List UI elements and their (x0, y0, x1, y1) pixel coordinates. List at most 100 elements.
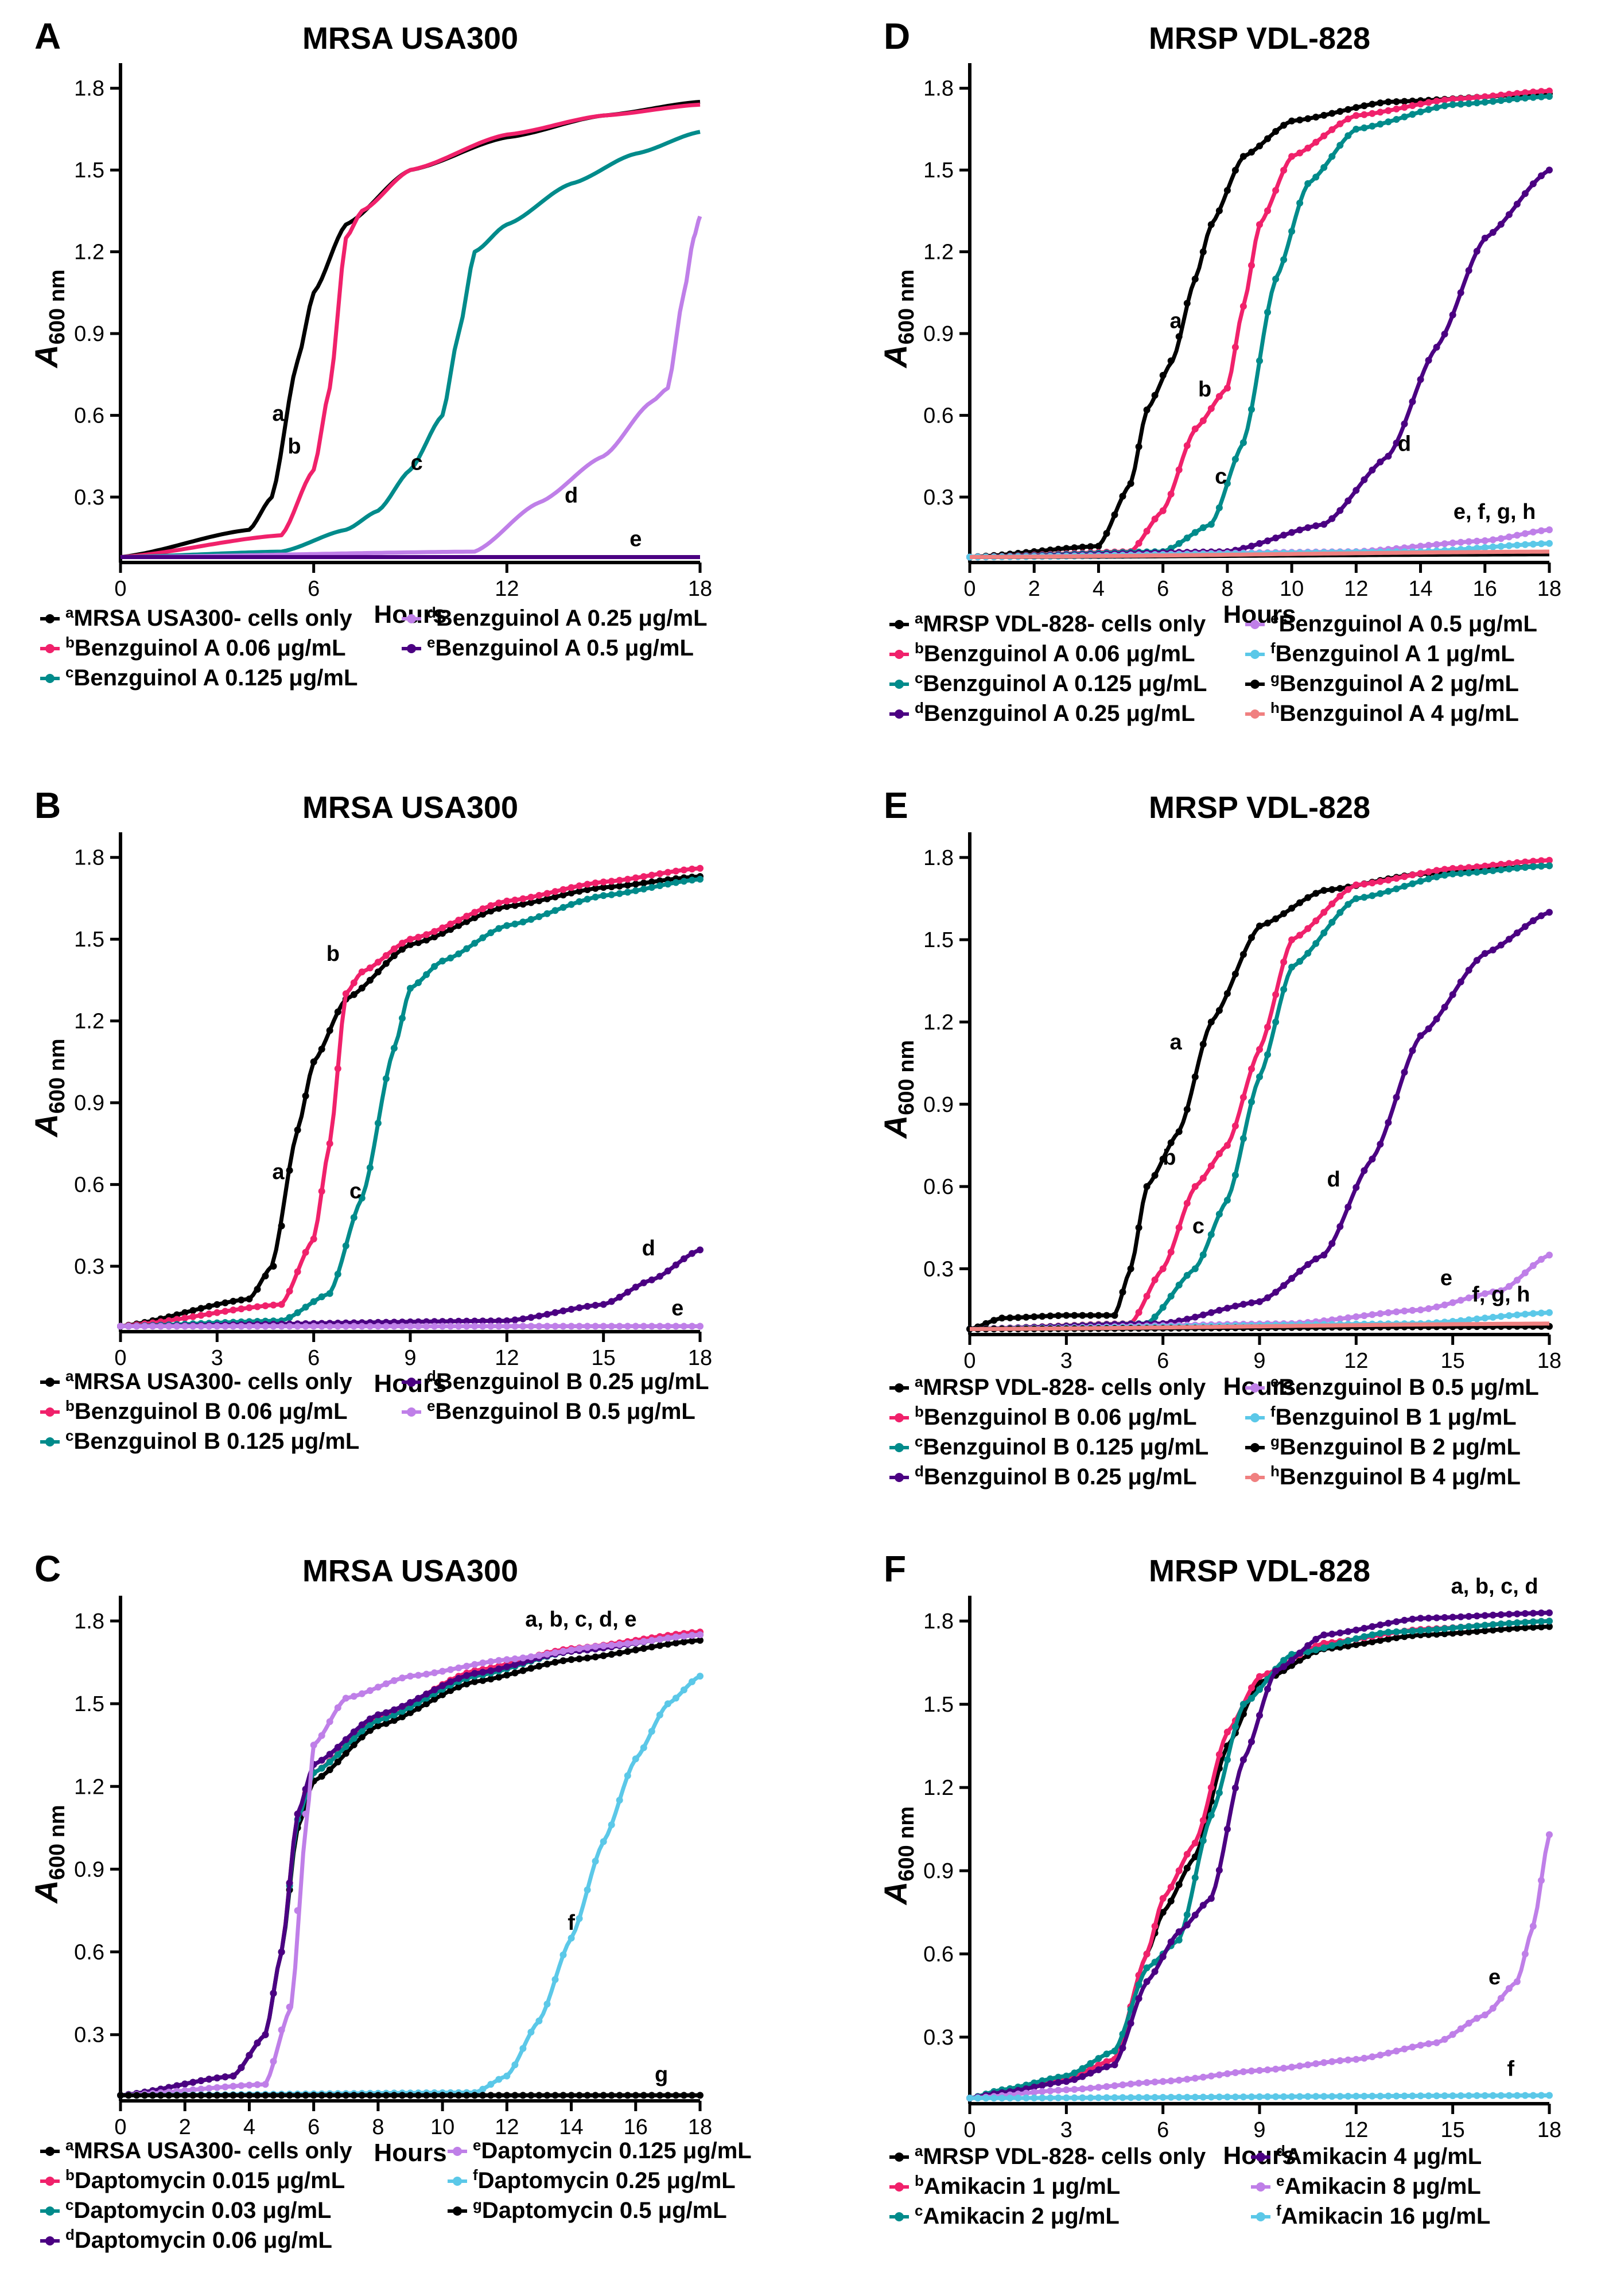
data-point (527, 1314, 535, 1321)
data-point (648, 871, 655, 879)
data-point (495, 905, 503, 912)
data-point (1095, 1312, 1102, 1319)
data-point (286, 2003, 293, 2011)
data-point (1199, 2093, 1207, 2101)
data-point (543, 2092, 551, 2099)
data-point (1505, 865, 1513, 872)
data-point (1497, 97, 1505, 104)
data-point (1361, 1639, 1368, 1647)
data-point (1369, 466, 1376, 474)
data-point (431, 1696, 438, 1703)
data-point (1505, 1312, 1513, 1319)
data-point (511, 1322, 519, 1330)
data-point (1369, 1638, 1376, 1646)
data-point (1183, 1864, 1191, 1872)
legend-marker (407, 614, 416, 623)
data-point (608, 1322, 615, 1330)
data-point (487, 1322, 495, 1330)
data-point (302, 2092, 309, 2099)
data-point (1248, 934, 1255, 941)
data-point (624, 1772, 631, 1779)
data-point (1071, 2086, 1078, 2093)
data-point (1369, 1155, 1376, 1163)
data-point (551, 1322, 559, 1330)
data-point (1449, 539, 1456, 546)
data-point (1055, 2079, 1062, 2086)
data-point (1191, 1874, 1199, 1882)
y-tick-label: 0.6 (74, 404, 104, 428)
data-point (262, 1302, 269, 1309)
legend-entry-f: fAmikacin 16 μg/mL (1276, 2202, 1490, 2229)
data-point (1143, 2079, 1151, 2086)
data-point (1087, 2060, 1094, 2067)
y-tick-label: 0.6 (74, 1941, 104, 1965)
data-point (1417, 108, 1424, 115)
data-point (423, 1690, 430, 1698)
data-point (1280, 166, 1288, 174)
legend-marker (1250, 1413, 1260, 1422)
data-point (1336, 108, 1344, 115)
data-point (1304, 1642, 1312, 1649)
data-point (1175, 1867, 1183, 1875)
data-point (1465, 864, 1472, 871)
data-point (1538, 172, 1545, 180)
data-point (407, 941, 414, 948)
data-point (1312, 138, 1320, 146)
data-point (616, 1797, 623, 1804)
curve-annotation: f, g, h (1472, 1283, 1530, 1307)
data-point (270, 2092, 277, 2099)
data-point (1344, 2056, 1352, 2064)
data-point (1256, 142, 1263, 150)
y-tick-label: 0.6 (923, 1942, 954, 1967)
data-point (1296, 957, 1304, 965)
data-point (1079, 2065, 1086, 2072)
data-point (568, 1322, 575, 1330)
data-point (141, 2092, 149, 2099)
data-point (342, 990, 349, 998)
data-point (1465, 1623, 1472, 1630)
data-point (1191, 1183, 1199, 1190)
data-point (342, 1322, 349, 1330)
data-point (399, 940, 406, 947)
data-point (1401, 98, 1408, 105)
data-point (1320, 111, 1328, 119)
data-point (1513, 1311, 1521, 1318)
data-point (1521, 1310, 1529, 1318)
data-point (1433, 104, 1440, 111)
x-tick-label: 0 (114, 2115, 126, 2139)
data-point (1063, 1312, 1070, 1319)
data-point (1183, 2093, 1191, 2101)
data-point (471, 914, 479, 921)
data-point (1167, 1139, 1175, 1146)
data-point (479, 2085, 487, 2093)
data-point (519, 1654, 527, 1662)
data-point (1127, 2094, 1134, 2101)
data-point (1239, 1135, 1247, 1142)
data-point (230, 2072, 237, 2080)
data-point (254, 1303, 261, 1310)
x-tick-label: 16 (624, 2115, 648, 2139)
data-point (382, 1715, 390, 1721)
data-point (399, 1014, 406, 1022)
data-point (697, 2092, 704, 2099)
series-markers-d (117, 1246, 704, 1330)
series-line-b-benzguinol-a-0-06-g-ml (120, 102, 701, 559)
data-point (1353, 1313, 1360, 1320)
data-point (1465, 267, 1472, 274)
data-point (1312, 1255, 1320, 1263)
data-point (1481, 234, 1488, 242)
data-point (1183, 1911, 1191, 1918)
data-point (1280, 1282, 1288, 1289)
y-axis-label: A600 nm (877, 1806, 919, 1906)
series-line-b-benzguinol-a-0-06-g-ml (969, 89, 1550, 559)
data-point (326, 1758, 333, 1766)
x-tick-label: 6 (308, 577, 320, 601)
data-point (334, 1322, 341, 1330)
data-point (358, 1322, 366, 1330)
data-point (551, 893, 559, 901)
data-point (366, 1721, 374, 1728)
data-point (576, 1322, 583, 1330)
data-point (1377, 1141, 1384, 1148)
